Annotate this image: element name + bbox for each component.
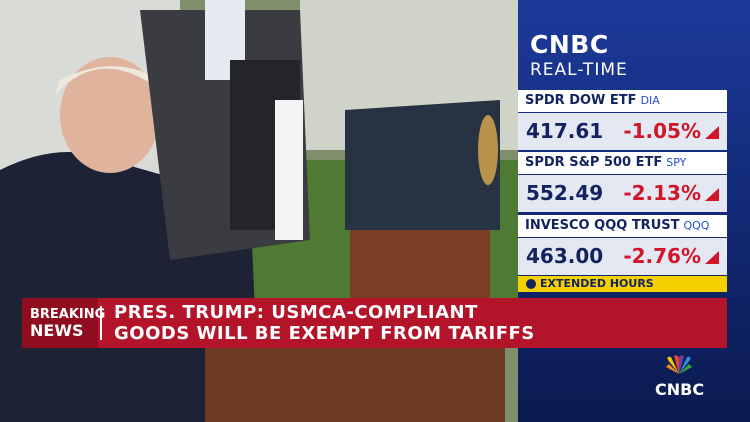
breaking-news-tag: BREAKING NEWS [22, 298, 106, 348]
quote-value-row: 463.00 -2.76% [518, 238, 727, 275]
extended-hours-bar: EXTENDED HOURS [518, 276, 727, 292]
quote-change: -1.05% [623, 119, 701, 143]
quote-price: 417.61 [526, 119, 604, 143]
lower-third: BREAKING NEWS PRES. TRUMP: USMCA-COMPLIA… [22, 298, 727, 348]
headline-line: PRES. TRUMP: USMCA-COMPLIANT [114, 302, 478, 323]
quote-name: SPDR DOW ETF [525, 93, 637, 108]
quote-name: SPDR S&P 500 ETF [525, 155, 663, 170]
quote-name: INVESCO QQQ TRUST [525, 218, 680, 233]
down-arrow [705, 126, 719, 139]
headline-line: GOODS WILL BE EXEMPT FROM TARIFFS [114, 323, 535, 344]
quote-price: 552.49 [526, 181, 604, 205]
quote-change: -2.76% [623, 244, 701, 268]
quote-symbol: DIA [640, 94, 660, 107]
quote-name-row: SPDR S&P 500 ETF SPY [518, 152, 727, 174]
tag-line: NEWS [30, 321, 84, 340]
down-arrow [705, 251, 719, 264]
logo: CNBC [655, 380, 705, 399]
quote-name-row: INVESCO QQQ TRUST QQQ [518, 215, 727, 237]
quote-value-row: 552.49 -2.13% [518, 175, 727, 212]
down-arrow [705, 188, 719, 201]
quote-change: -2.13% [623, 181, 701, 205]
headline: PRES. TRUMP: USMCA-COMPLIANT GOODS WILL … [114, 302, 535, 344]
quote-symbol: SPY [666, 156, 687, 169]
brand: CNBC [530, 30, 609, 59]
quote-symbol: QQQ [683, 219, 710, 232]
tag-line: BREAKING [30, 307, 106, 322]
quote-value-row: 417.61 -1.05% [518, 113, 727, 150]
brand-subtitle: REAL-TIME [530, 60, 628, 80]
extended-hours-label: EXTENDED HOURS [540, 277, 654, 290]
peacock-icon [666, 355, 692, 374]
moon-icon [526, 279, 536, 289]
quote-price: 463.00 [526, 244, 604, 268]
separator [100, 306, 102, 340]
quote-name-row: SPDR DOW ETF DIA [518, 90, 727, 112]
